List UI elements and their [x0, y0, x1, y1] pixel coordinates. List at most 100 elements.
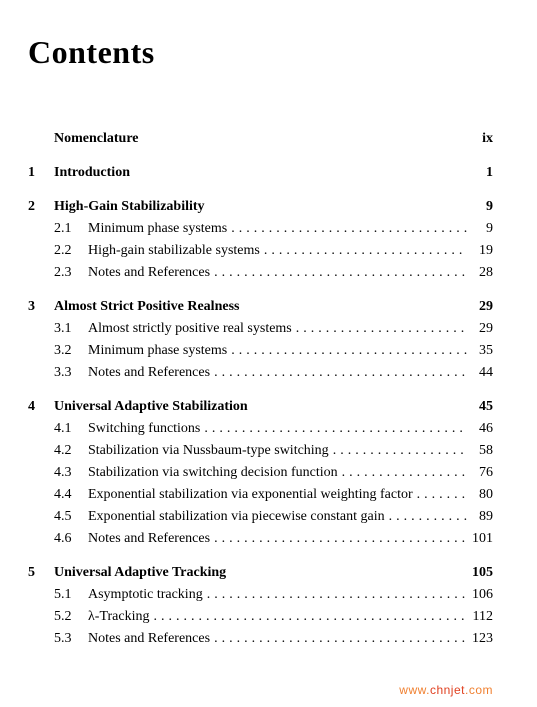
section-leaders: ........................................…	[227, 343, 467, 359]
section-title: Notes and References	[88, 531, 210, 547]
section-num: 2.3	[54, 265, 88, 281]
section-row: 5.3Notes and References.................…	[28, 631, 493, 647]
section-leaders: ........................................…	[210, 265, 467, 281]
chapter-title: Introduction	[54, 165, 130, 181]
section-page: 106	[467, 587, 493, 603]
section-title: Notes and References	[88, 631, 210, 647]
section-page: 35	[467, 343, 493, 359]
section-page: 9	[467, 221, 493, 237]
chapter-page: 45	[463, 399, 493, 415]
section-row: 2.2High-gain stabilizable systems.......…	[28, 243, 493, 259]
section-title: Stabilization via switching decision fun…	[88, 465, 338, 481]
frontmatter-page: ix	[463, 131, 493, 147]
section-leaders: ........................................…	[338, 465, 467, 481]
section-title: Switching functions	[88, 421, 200, 437]
section-title: Notes and References	[88, 265, 210, 281]
section-num: 4.2	[54, 443, 88, 459]
chapter-num: 2	[28, 199, 54, 215]
section-row: 2.3Notes and References.................…	[28, 265, 493, 281]
section-title: Stabilization via Nussbaum-type switchin…	[88, 443, 329, 459]
section-row: 2.1Minimum phase systems................…	[28, 221, 493, 237]
chapter-page: 29	[463, 299, 493, 315]
chapter-page: 105	[463, 565, 493, 581]
section-title: Exponential stabilization via piecewise …	[88, 509, 385, 525]
section-page: 28	[467, 265, 493, 281]
section-leaders: ........................................…	[385, 509, 467, 525]
section-leaders: ........................................…	[200, 421, 467, 437]
section-row: 4.2Stabilization via Nussbaum-type switc…	[28, 443, 493, 459]
section-title: λ-Tracking	[88, 609, 150, 625]
chapter-title: Universal Adaptive Tracking	[54, 565, 226, 581]
watermark-suffix: .com	[465, 683, 493, 697]
chapter-row: 2High-Gain Stabilizability 9	[28, 199, 493, 215]
chapter-num: 4	[28, 399, 54, 415]
section-row: 4.1Switching functions..................…	[28, 421, 493, 437]
chapter-title: Universal Adaptive Stabilization	[54, 399, 248, 415]
section-num: 4.3	[54, 465, 88, 481]
section-num: 4.1	[54, 421, 88, 437]
section-num: 3.1	[54, 321, 88, 337]
section-page: 76	[467, 465, 493, 481]
chapter-row: 4Universal Adaptive Stabilization 45	[28, 399, 493, 415]
section-row: 4.5Exponential stabilization via piecewi…	[28, 509, 493, 525]
section-page: 80	[467, 487, 493, 503]
section-num: 4.5	[54, 509, 88, 525]
page-title: Contents	[28, 34, 493, 71]
section-num: 2.1	[54, 221, 88, 237]
section-row: 5.2λ-Tracking...........................…	[28, 609, 493, 625]
chapter-num: 1	[28, 165, 54, 181]
section-page: 58	[467, 443, 493, 459]
section-row: 4.4Exponential stabilization via exponen…	[28, 487, 493, 503]
toc-body: 1Introduction12High-Gain Stabilizability…	[28, 165, 493, 647]
chapter-title: High-Gain Stabilizability	[54, 199, 205, 215]
section-leaders: ........................................…	[413, 487, 467, 503]
section-page: 101	[467, 531, 493, 547]
section-page: 46	[467, 421, 493, 437]
section-title: Minimum phase systems	[88, 221, 227, 237]
watermark: www.chnjet.com	[399, 683, 493, 697]
chapter-page: 9	[463, 199, 493, 215]
section-title: Asymptotic tracking	[88, 587, 203, 603]
chapter-row: 3Almost Strict Positive Realness 29	[28, 299, 493, 315]
section-leaders: ........................................…	[227, 221, 467, 237]
section-row: 3.3Notes and References.................…	[28, 365, 493, 381]
section-leaders: ........................................…	[210, 631, 467, 647]
section-title: Minimum phase systems	[88, 343, 227, 359]
section-row: 3.1Almost strictly positive real systems…	[28, 321, 493, 337]
frontmatter-row: Nomenclature ix	[28, 131, 493, 147]
section-leaders: ........................................…	[210, 365, 467, 381]
section-leaders: ........................................…	[292, 321, 467, 337]
section-page: 123	[467, 631, 493, 647]
section-title: Notes and References	[88, 365, 210, 381]
section-page: 19	[467, 243, 493, 259]
section-row: 5.1Asymptotic tracking..................…	[28, 587, 493, 603]
section-page: 112	[467, 609, 493, 625]
section-row: 3.2Minimum phase systems................…	[28, 343, 493, 359]
section-row: 4.3Stabilization via switching decision …	[28, 465, 493, 481]
chapter-num: 5	[28, 565, 54, 581]
section-page: 29	[467, 321, 493, 337]
section-leaders: ........................................…	[150, 609, 468, 625]
watermark-mid: chnjet	[430, 683, 465, 697]
frontmatter-label: Nomenclature	[54, 131, 139, 147]
chapter-page: 1	[463, 165, 493, 181]
section-title: High-gain stabilizable systems	[88, 243, 260, 259]
section-num: 5.3	[54, 631, 88, 647]
section-leaders: ........................................…	[210, 531, 467, 547]
section-num: 5.2	[54, 609, 88, 625]
chapter-row: 5Universal Adaptive Tracking 105	[28, 565, 493, 581]
chapter-title: Almost Strict Positive Realness	[54, 299, 239, 315]
section-title: Almost strictly positive real systems	[88, 321, 292, 337]
section-num: 3.2	[54, 343, 88, 359]
section-num: 2.2	[54, 243, 88, 259]
section-num: 4.6	[54, 531, 88, 547]
section-title: Exponential stabilization via exponentia…	[88, 487, 413, 503]
section-num: 5.1	[54, 587, 88, 603]
section-num: 3.3	[54, 365, 88, 381]
chapter-row: 1Introduction1	[28, 165, 493, 181]
section-leaders: ........................................…	[329, 443, 467, 459]
section-page: 44	[467, 365, 493, 381]
section-num: 4.4	[54, 487, 88, 503]
section-leaders: ........................................…	[203, 587, 467, 603]
chapter-num: 3	[28, 299, 54, 315]
